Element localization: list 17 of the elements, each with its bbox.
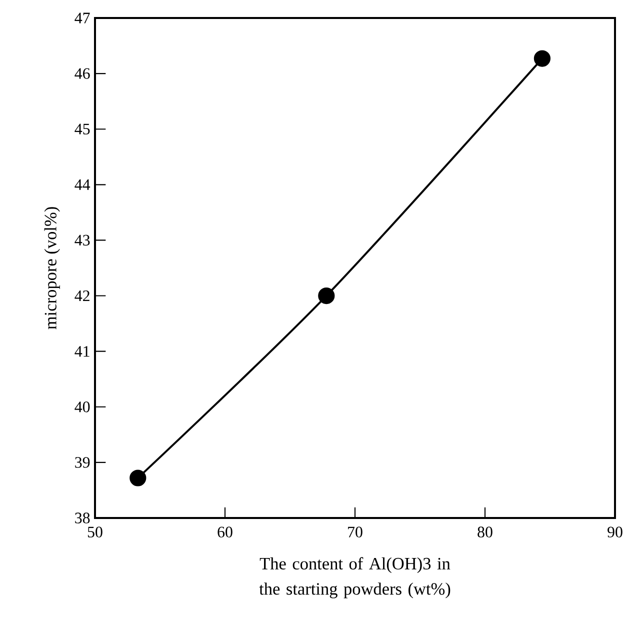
y-tick-label: 47 xyxy=(74,12,90,24)
y-axis-title: micropore (vol%) xyxy=(44,207,60,330)
y-tick-label: 42 xyxy=(74,290,90,302)
y-tick-label: 39 xyxy=(75,457,90,468)
x-tick-label: 90 xyxy=(608,526,622,538)
x-tick-label: 80 xyxy=(478,526,492,538)
x-tick-label: 70 xyxy=(348,526,362,538)
y-tick-label: 46 xyxy=(74,68,90,79)
y-tick-label: 43 xyxy=(74,234,90,246)
x-tick-label: 50 xyxy=(88,526,102,538)
y-tick-label: 41 xyxy=(74,346,90,357)
y-tick-label: 45 xyxy=(74,124,90,134)
x-axis-title: The content of Al(OH)3 in the starting powders (wt%) xyxy=(259,557,450,598)
x-tick-label: 60 xyxy=(218,526,232,538)
y-tick-label: 38 xyxy=(75,512,90,524)
y-tick-label: 44 xyxy=(74,179,90,190)
y-tick-label: 40 xyxy=(74,402,90,412)
